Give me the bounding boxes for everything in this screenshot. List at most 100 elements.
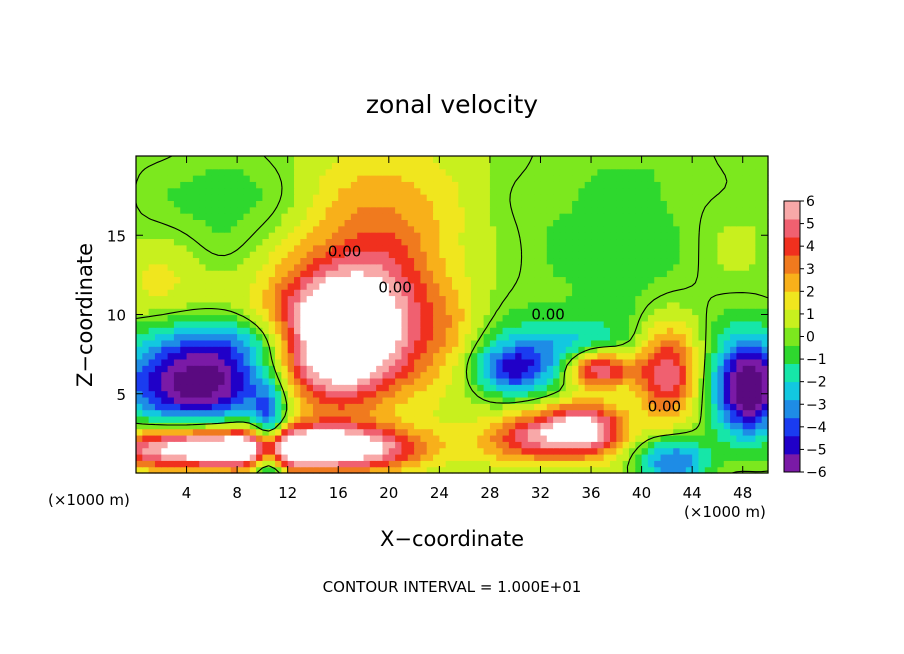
heatmap-cell	[559, 434, 567, 442]
heatmap-cell	[673, 308, 681, 316]
heatmap-cell	[186, 358, 194, 366]
heatmap-cell	[439, 365, 447, 373]
heatmap-cell	[395, 251, 403, 259]
heatmap-cell	[180, 346, 188, 354]
heatmap-cell	[641, 333, 649, 341]
heatmap-cell	[610, 238, 617, 246]
heatmap-cell	[180, 181, 188, 189]
heatmap-cell	[553, 213, 561, 220]
heatmap-cell	[730, 339, 737, 347]
heatmap-cell	[572, 453, 579, 461]
heatmap-cell	[591, 358, 598, 366]
heatmap-cell	[224, 390, 232, 398]
heatmap-cell	[224, 263, 232, 271]
heatmap-cell	[388, 352, 396, 360]
heatmap-cell	[508, 365, 516, 373]
heatmap-cell	[717, 320, 725, 328]
heatmap-cell	[395, 213, 403, 220]
heatmap-cell	[154, 377, 162, 385]
heatmap-cell	[761, 314, 769, 322]
heatmap-cell	[344, 422, 352, 430]
heatmap-cell	[723, 339, 731, 347]
heatmap-cell	[192, 213, 200, 220]
heatmap-cell	[395, 162, 403, 170]
heatmap-cell	[426, 415, 434, 423]
heatmap-cell	[281, 156, 289, 163]
heatmap-cell	[325, 219, 333, 227]
heatmap-cell	[287, 175, 295, 182]
heatmap-cell	[275, 371, 282, 379]
heatmap-cell	[218, 466, 226, 474]
heatmap-cell	[647, 168, 655, 176]
heatmap-cell	[527, 181, 535, 189]
heatmap-cell	[553, 194, 561, 201]
heatmap-cell	[685, 213, 693, 220]
heatmap-cell	[660, 447, 668, 455]
heatmap-cell	[717, 257, 725, 265]
heatmap-cell	[243, 206, 251, 214]
heatmap-cell	[433, 314, 440, 322]
heatmap-cell	[154, 308, 162, 316]
heatmap-cell	[344, 187, 352, 195]
heatmap-cell	[597, 251, 605, 259]
heatmap-cell	[180, 428, 188, 436]
heatmap-cell	[730, 213, 737, 220]
heatmap-cell	[199, 251, 207, 259]
heatmap-cell	[369, 352, 377, 360]
heatmap-cell	[546, 371, 554, 379]
heatmap-cell	[464, 327, 472, 335]
heatmap-cell	[344, 320, 352, 328]
heatmap-cell	[407, 232, 415, 240]
heatmap-cell	[268, 156, 276, 163]
heatmap-cell	[572, 409, 579, 417]
heatmap-cell	[584, 251, 592, 259]
heatmap-cell	[591, 365, 598, 373]
heatmap-cell	[736, 301, 744, 309]
heatmap-cell	[439, 333, 447, 341]
heatmap-cell	[218, 282, 226, 290]
heatmap-cell	[622, 384, 630, 392]
heatmap-cell	[559, 168, 567, 176]
heatmap-cell	[414, 251, 421, 259]
heatmap-cell	[237, 460, 245, 468]
heatmap-cell	[470, 384, 478, 392]
heatmap-cell	[723, 365, 731, 373]
heatmap-cell	[616, 447, 624, 455]
heatmap-cell	[515, 327, 523, 335]
heatmap-cell	[325, 225, 333, 233]
heatmap-cell	[572, 232, 579, 240]
heatmap-cell	[755, 175, 763, 182]
heatmap-cell	[736, 466, 744, 474]
heatmap-cell	[591, 270, 598, 278]
heatmap-cell	[199, 308, 207, 316]
heatmap-cell	[148, 352, 156, 360]
heatmap-cell	[325, 390, 333, 398]
heatmap-cell	[711, 403, 719, 411]
heatmap-cell	[439, 377, 447, 385]
heatmap-cell	[186, 460, 194, 468]
heatmap-cell	[199, 358, 207, 366]
heatmap-cell	[331, 352, 339, 360]
heatmap-cell	[616, 371, 624, 379]
heatmap-cell	[363, 156, 371, 163]
heatmap-cell	[591, 257, 598, 265]
heatmap-cell	[338, 181, 346, 189]
heatmap-cell	[148, 156, 156, 163]
heatmap-cell	[338, 225, 346, 233]
heatmap-cell	[692, 282, 700, 290]
heatmap-cell	[578, 238, 586, 246]
heatmap-cell	[350, 358, 358, 366]
heatmap-cell	[761, 295, 769, 303]
heatmap-cell	[572, 396, 579, 404]
heatmap-cell	[584, 453, 592, 461]
heatmap-cell	[363, 422, 371, 430]
heatmap-cell	[597, 257, 605, 265]
heatmap-cell	[357, 371, 365, 379]
heatmap-cell	[565, 194, 573, 201]
heatmap-cell	[647, 270, 655, 278]
heatmap-cell	[717, 238, 725, 246]
heatmap-cell	[363, 162, 371, 170]
heatmap-cell	[660, 346, 668, 354]
heatmap-cell	[628, 441, 636, 449]
heatmap-cell	[319, 263, 327, 271]
